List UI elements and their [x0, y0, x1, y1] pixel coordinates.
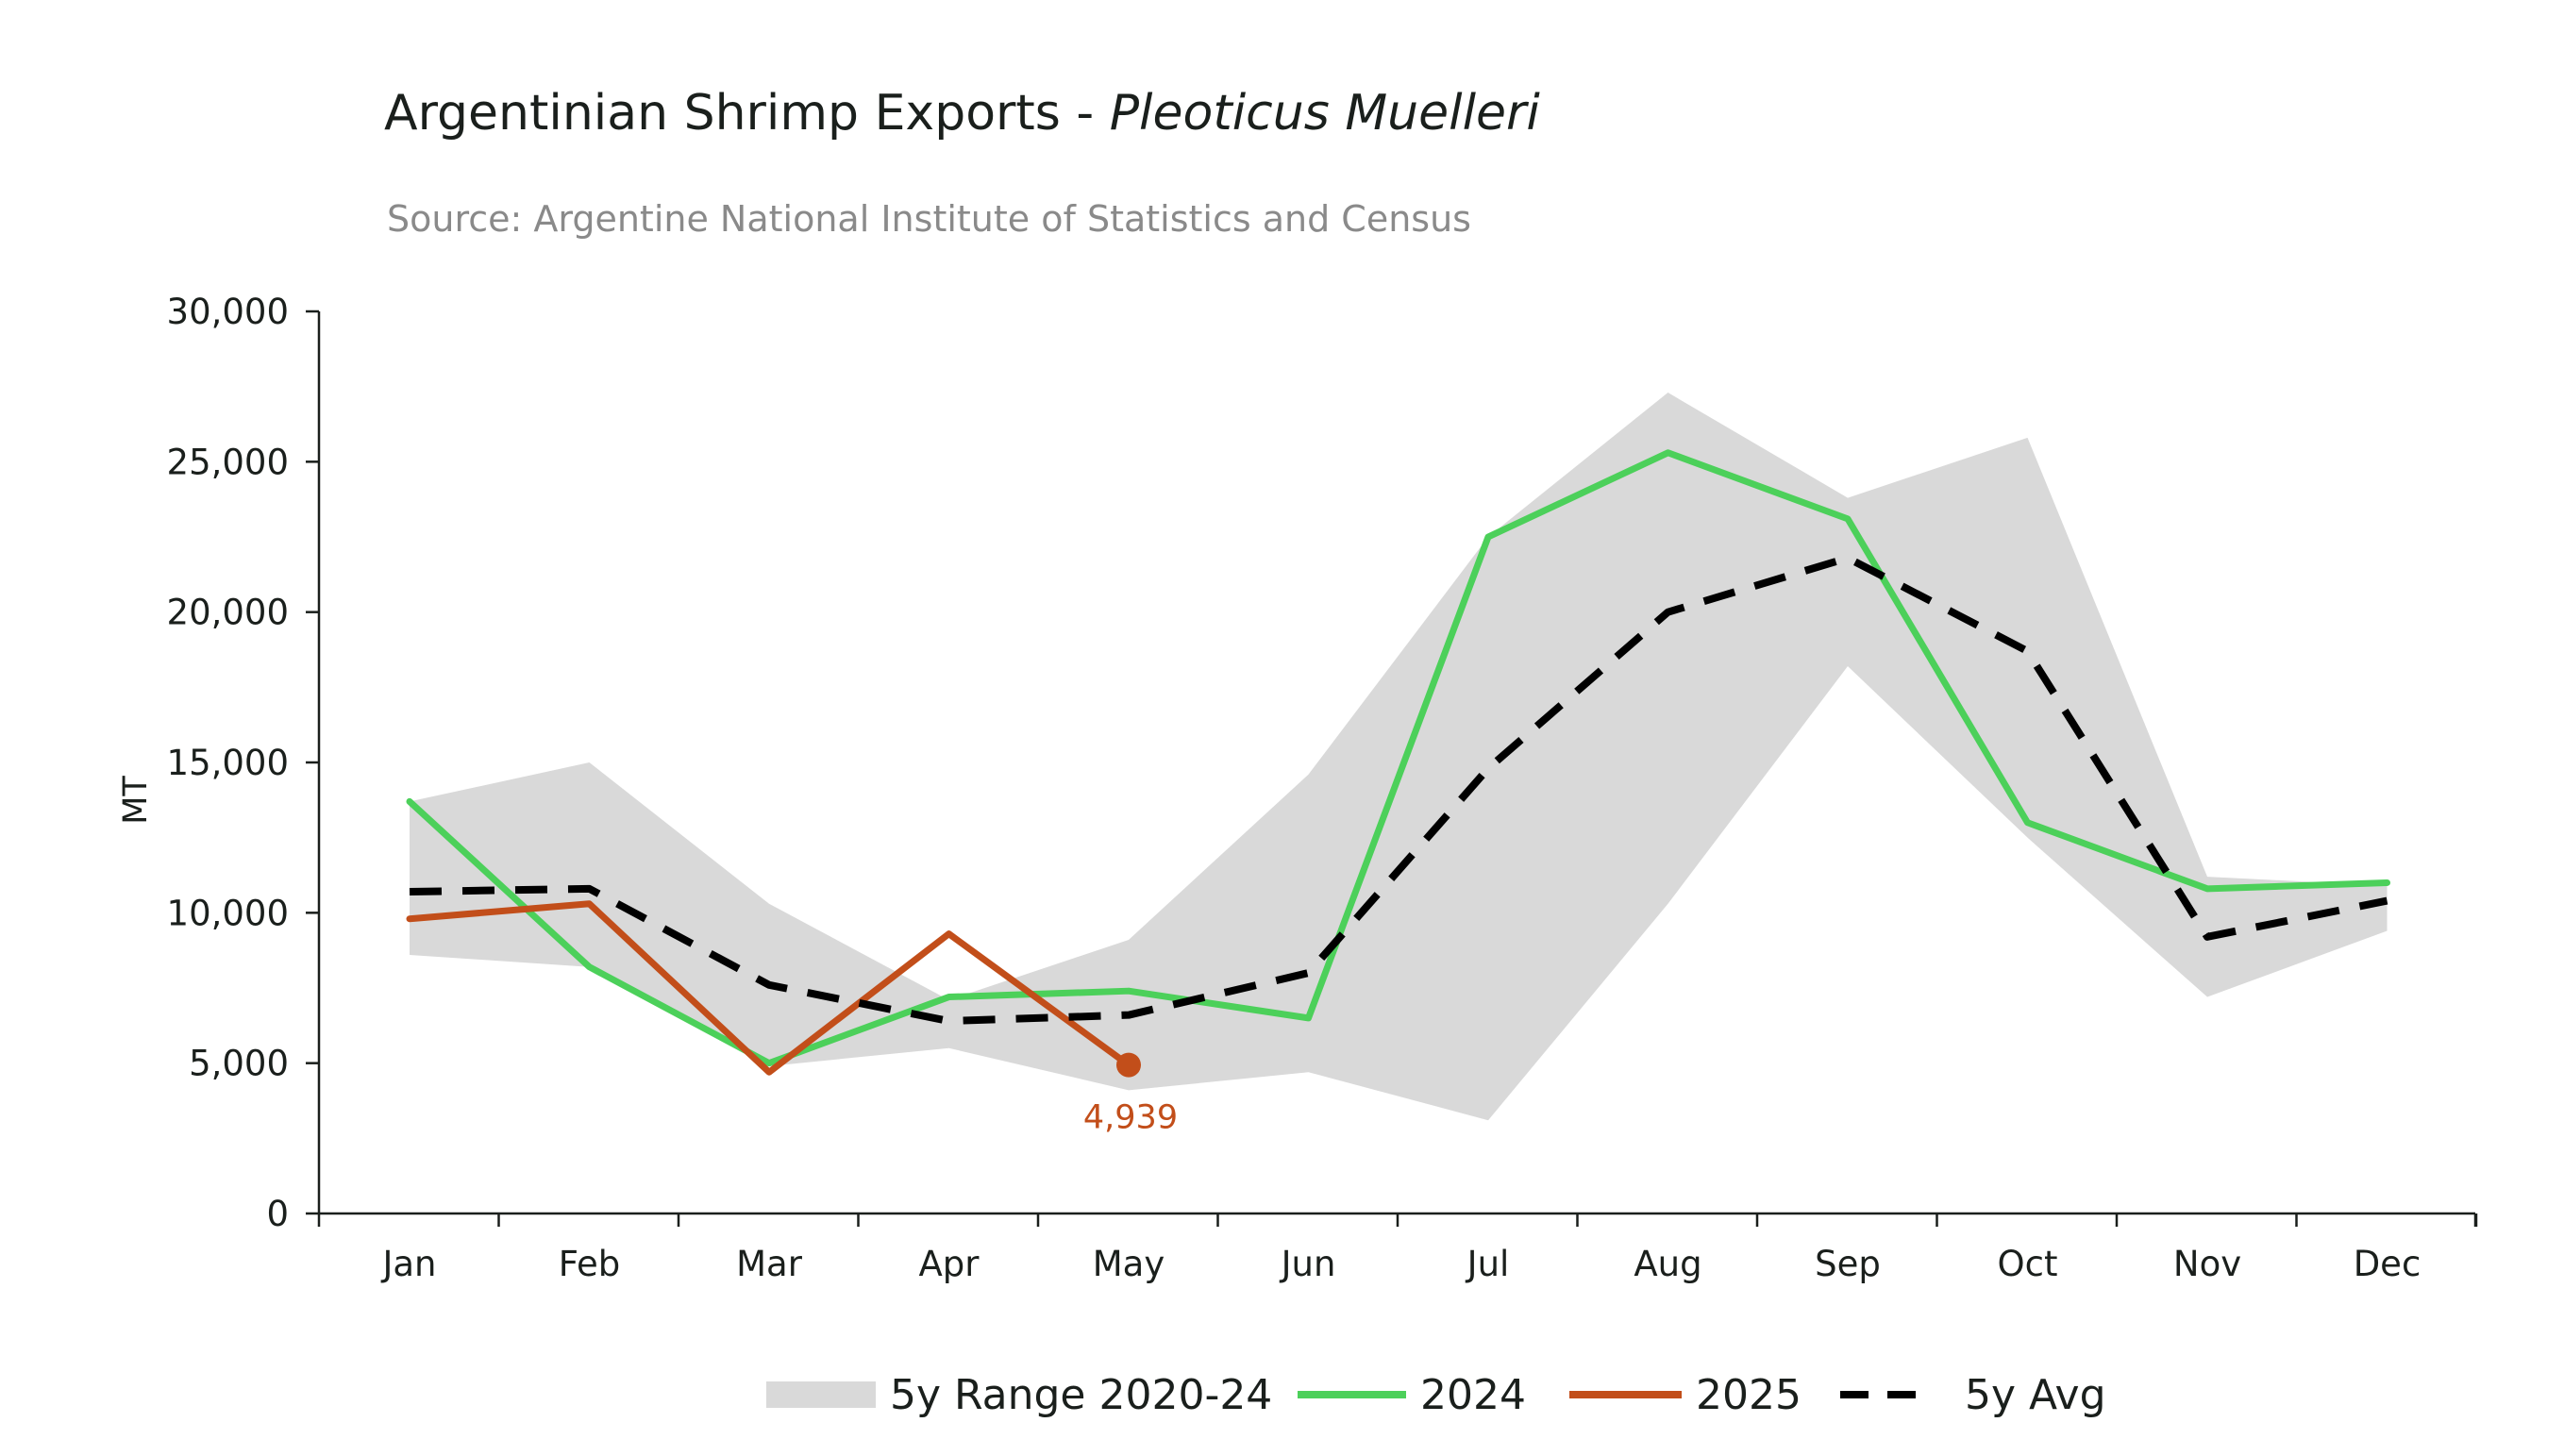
axes	[306, 310, 2478, 1227]
legend-label-range: 5y Range 2020-24	[890, 1371, 1272, 1419]
series-line-5y-avg	[409, 554, 2388, 1026]
x-tick-label: Feb	[559, 1244, 621, 1284]
x-tick-label: Apr	[918, 1244, 980, 1284]
legend: 5y Range 2020-24 2024 2025 5y Avg	[766, 1371, 2106, 1419]
y-tick-label: 0	[266, 1194, 289, 1234]
legend-swatch-range	[766, 1381, 876, 1408]
tick-labels: 0 5,000 10,000 15,000 20,000 25,000 30,000 Jan F…	[167, 292, 2422, 1284]
x-tick-label: Nov	[2173, 1244, 2241, 1284]
x-tick-label: May	[1093, 1244, 1165, 1284]
y-tick-label: 10,000	[167, 893, 289, 933]
series-line-2025	[406, 900, 1132, 1076]
x-tick-label: Aug	[1634, 1244, 1701, 1284]
x-tick-label: Mar	[736, 1244, 803, 1284]
chart-title-species: Pleoticus Muelleri	[1110, 85, 1541, 142]
legend-label-5y-avg: 5y Avg	[1965, 1371, 2106, 1419]
y-tick-label: 30,000	[167, 292, 289, 332]
annotations: 4,939	[1083, 1052, 1178, 1137]
legend-label-2024: 2024	[1420, 1371, 1526, 1419]
x-tick-label: Oct	[1998, 1244, 2058, 1284]
y-tick-label: 25,000	[167, 442, 289, 482]
x-tick-label: Jun	[1280, 1244, 1336, 1284]
chart-title: Argentinian Shrimp Exports - Pleoticus M…	[384, 85, 1540, 142]
y-tick-label: 5,000	[189, 1044, 289, 1084]
legend-label-2025: 2025	[1696, 1371, 1802, 1419]
series-layer	[406, 449, 2390, 1076]
data-label: 4,939	[1083, 1099, 1178, 1137]
x-tick-label: Dec	[2354, 1244, 2422, 1284]
y-tick-label: 15,000	[167, 743, 289, 783]
chart-title-main: Argentinian Shrimp Exports -	[384, 85, 1110, 142]
x-tick-label: Sep	[1815, 1244, 1881, 1284]
y-axis-label: MT	[117, 776, 155, 825]
series-endpoint-marker	[1116, 1052, 1141, 1078]
chart-subtitle: Source: Argentine National Institute of …	[387, 198, 1471, 240]
x-tick-label: Jul	[1466, 1244, 1510, 1284]
x-tick-label: Jan	[380, 1244, 436, 1284]
range-band-area	[410, 393, 2388, 1121]
y-tick-label: 20,000	[167, 593, 289, 633]
range-band-layer	[410, 393, 2388, 1121]
